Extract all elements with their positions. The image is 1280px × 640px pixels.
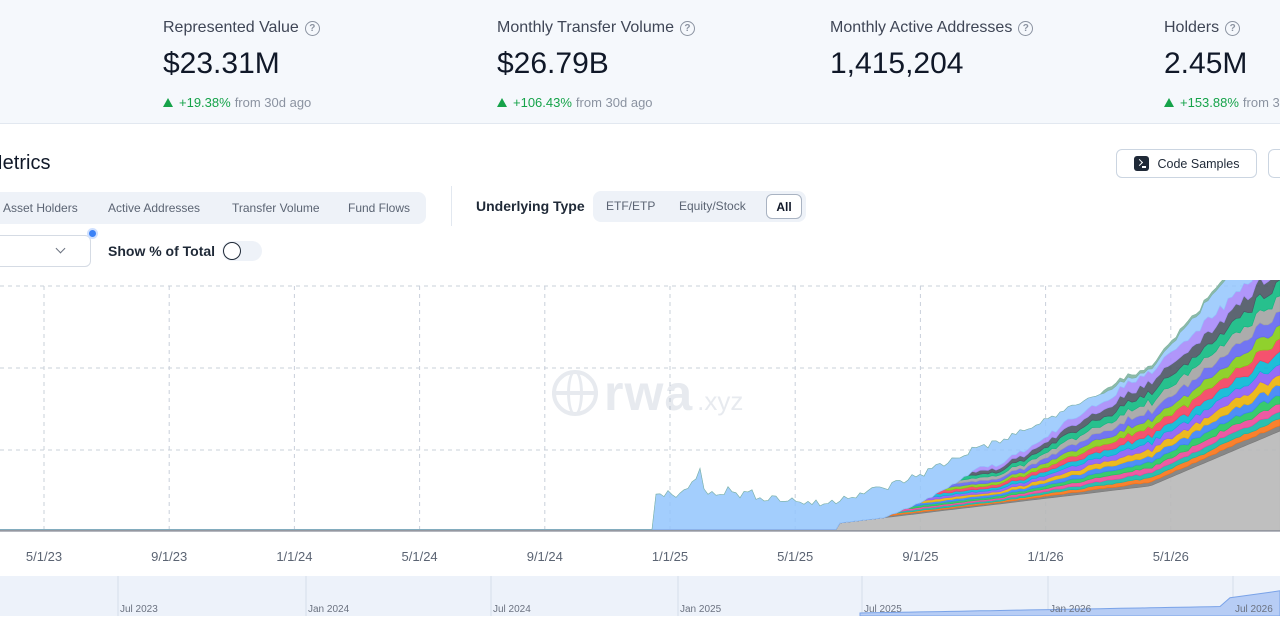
x-tick-label: 1/1/24 <box>276 549 312 564</box>
underlying-option-etf[interactable]: ETF/ETP <box>606 199 656 213</box>
x-tick-label: 1/1/26 <box>1028 549 1064 564</box>
x-tick-label: 1/1/25 <box>652 549 688 564</box>
nav-label: Jul 2024 <box>493 604 531 615</box>
show-percent-toggle[interactable] <box>222 241 262 261</box>
stat-label: Monthly Transfer Volume <box>497 19 674 36</box>
trend-up-icon <box>163 97 173 107</box>
chevron-down-icon <box>55 243 66 254</box>
chart-navigator[interactable]: Jul 2023 Jan 2024 Jul 2024 Jan 2025 Jul 2025… <box>0 576 1280 616</box>
stat-monthly-transfer-volume: Monthly Transfer Volume? $26.79B +106.43… <box>497 18 695 111</box>
nav-label: Jan 2026 <box>1050 604 1092 615</box>
show-percent-label: Show % of Total <box>108 243 216 259</box>
stat-value: 1,415,204 <box>830 47 964 80</box>
indicator-dot <box>87 228 98 239</box>
stat-change: +106.43% <box>513 94 572 110</box>
toggle-knob <box>223 242 241 260</box>
help-icon[interactable]: ? <box>1018 20 1034 36</box>
stat-change-suffix: from 30d ago <box>1242 94 1280 110</box>
globe-icon <box>552 370 598 416</box>
watermark-suffix: .xyz <box>697 385 744 416</box>
stat-monthly-active-addresses: Monthly Active Addresses? 1,415,204 <box>830 18 1034 81</box>
x-tick-label: 5/1/24 <box>402 549 438 564</box>
nav-label: Jan 2024 <box>308 604 350 615</box>
metric-dropdown[interactable] <box>0 235 91 267</box>
stat-label: Holders <box>1164 19 1220 36</box>
watermark-text: rwa <box>604 365 694 421</box>
nav-area <box>859 590 1280 616</box>
stat-change: +19.38% <box>179 94 231 110</box>
stat-value: 2.45M <box>1164 47 1248 80</box>
nav-label: Jan 2025 <box>680 604 722 615</box>
x-tick-label: 5/1/23 <box>26 549 62 564</box>
x-tick-label: 9/1/25 <box>902 549 938 564</box>
area-series-18 <box>0 280 1226 530</box>
stats-strip: Represented Value? $23.31M +19.38% from 3… <box>0 0 1280 124</box>
code-samples-label: Code Samples <box>1157 156 1240 171</box>
nav-label: Jul 2023 <box>120 604 158 615</box>
stat-value: $23.31M <box>163 47 280 80</box>
trend-up-icon <box>497 97 507 107</box>
help-icon[interactable]: ? <box>679 20 695 36</box>
toolbar-button[interactable] <box>1268 149 1280 178</box>
watermark: rwa .xyz <box>552 364 743 422</box>
x-tick-label: 9/1/24 <box>527 549 563 564</box>
tab-transfer-volume[interactable]: Transfer Volume <box>232 201 320 215</box>
metric-tabs: Asset Holders Active Addresses Transfer … <box>0 192 426 224</box>
underlying-type-label: Underlying Type <box>476 198 585 214</box>
divider <box>451 186 452 226</box>
code-samples-button[interactable]: Code Samples <box>1116 149 1257 178</box>
stacked-area-chart[interactable]: 5/1/23 9/1/23 1/1/24 5/1/24 9/1/24 1/1/25 5/1/… <box>0 280 1280 570</box>
tab-active-addresses[interactable]: Active Addresses <box>108 201 201 215</box>
stat-represented-value: Represented Value? $23.31M +19.38% from 3… <box>163 18 320 111</box>
x-tick-label: 5/1/25 <box>777 549 813 564</box>
underlying-option-all[interactable]: All <box>766 194 802 219</box>
nav-label: Jul 2025 <box>864 604 902 615</box>
stat-change-suffix: from 30d ago <box>575 94 653 110</box>
tab-asset-holders[interactable]: Asset Holders <box>3 201 78 215</box>
tab-fund-flows[interactable]: Fund Flows <box>348 201 411 215</box>
stat-value: $26.79B <box>497 47 609 80</box>
help-icon[interactable]: ? <box>304 20 320 36</box>
trend-up-icon <box>1164 97 1174 107</box>
stat-label: Monthly Active Addresses <box>830 19 1013 36</box>
stat-change-suffix: from 30d ago <box>234 94 312 110</box>
terminal-icon <box>1133 156 1149 171</box>
stat-holders: Holders? 2.45M +153.88%from 30d ago <box>1164 18 1280 111</box>
nav-label: Jul 2026 <box>1235 604 1273 615</box>
x-tick-label: 5/1/26 <box>1153 549 1189 564</box>
help-icon[interactable]: ? <box>1225 20 1241 36</box>
underlying-type-selector: ETF/ETP Equity/Stock All <box>593 191 806 222</box>
stat-change: +153.88% <box>1180 94 1239 110</box>
underlying-option-equity[interactable]: Equity/Stock <box>679 199 746 213</box>
x-tick-label: 9/1/23 <box>151 549 187 564</box>
stat-label: Represented Value <box>163 19 299 36</box>
section-title: Metrics <box>0 152 51 174</box>
